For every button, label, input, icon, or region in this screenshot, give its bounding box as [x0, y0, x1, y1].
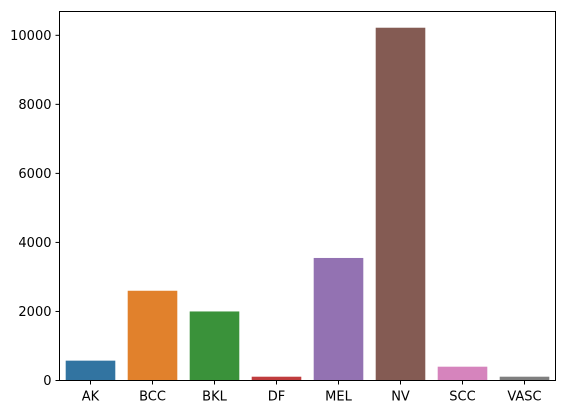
bar-mel — [313, 257, 364, 381]
plot-frame — [59, 11, 556, 381]
bar-nv — [375, 27, 426, 381]
y-tick-label: 6000 — [18, 167, 51, 182]
y-tick-label: 2000 — [18, 305, 51, 320]
y-tick-label: 10000 — [10, 29, 51, 44]
bar-df — [251, 376, 302, 381]
y-axis: 0 2000 4000 6000 8000 10000 — [10, 29, 60, 389]
x-tick-label: VASC — [507, 390, 541, 405]
x-tick-label: DF — [268, 390, 286, 405]
bar-scc — [437, 366, 488, 381]
x-tick-label: BCC — [139, 390, 166, 405]
bar-ak — [65, 360, 116, 381]
x-tick-label: AK — [82, 390, 100, 405]
y-tick-label: 4000 — [18, 236, 51, 251]
x-axis: AK BCC BKL DF MEL NV SCC VASC — [82, 380, 542, 405]
x-tick-label: BKL — [202, 390, 227, 405]
x-tick-label: SCC — [449, 390, 475, 405]
bar-bcc — [127, 290, 178, 381]
y-tick-label: 0 — [43, 374, 51, 389]
bar-vasc — [499, 376, 550, 381]
x-tick-label: NV — [391, 390, 410, 405]
bars-group — [65, 27, 550, 381]
y-tick-label: 8000 — [18, 98, 51, 113]
x-tick-label: MEL — [325, 390, 352, 405]
bar-bkl — [189, 311, 240, 381]
